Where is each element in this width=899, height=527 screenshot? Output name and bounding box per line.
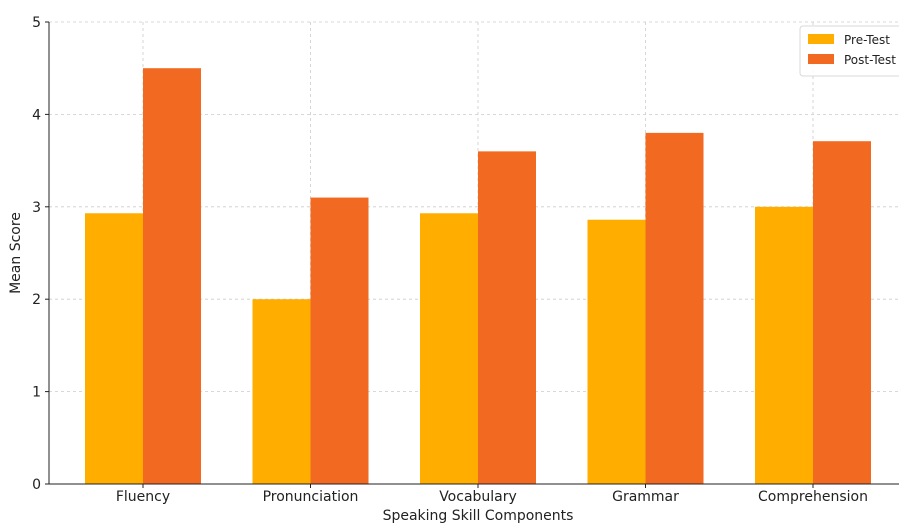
bar-pre-test	[252, 299, 311, 484]
tick-labels: 0 1 2 3 4 5 Fluency Pronunciation Vocabulary Gram…	[32, 15, 868, 505]
legend-swatch	[808, 34, 834, 44]
legend-label: Pre-Test	[844, 33, 890, 47]
x-tick-label: Comprehension	[758, 489, 868, 505]
bars	[85, 68, 871, 485]
x-tick-label: Fluency	[116, 489, 170, 505]
y-axis-label: Mean Score	[8, 212, 24, 294]
axes	[48, 22, 899, 485]
bar-pre-test	[755, 206, 813, 485]
legend-label: Post-Test	[844, 53, 896, 67]
bar-pre-test	[420, 213, 478, 484]
y-tick-label: 5	[32, 15, 41, 31]
y-tick-label: 1	[32, 385, 41, 401]
bar-post-test	[310, 197, 369, 484]
bar-post-test	[478, 151, 536, 485]
bar-post-test	[143, 68, 201, 484]
bar-post-test	[813, 141, 871, 485]
y-tick-label: 4	[32, 107, 41, 123]
x-tick-label: Pronunciation	[263, 489, 359, 505]
legend: Pre-Test Post-Test	[799, 25, 899, 77]
y-tick-label: 0	[32, 477, 41, 493]
y-tick-label: 2	[32, 292, 41, 308]
bar-pre-test	[587, 219, 646, 484]
y-tick-label: 3	[32, 200, 41, 216]
x-tick-label: Vocabulary	[439, 489, 517, 505]
x-tick-label: Grammar	[612, 489, 679, 505]
bar-pre-test	[85, 213, 143, 484]
x-axis-label: Speaking Skill Components	[383, 508, 574, 523]
legend-swatch	[808, 54, 834, 64]
bar-post-test	[645, 132, 704, 484]
